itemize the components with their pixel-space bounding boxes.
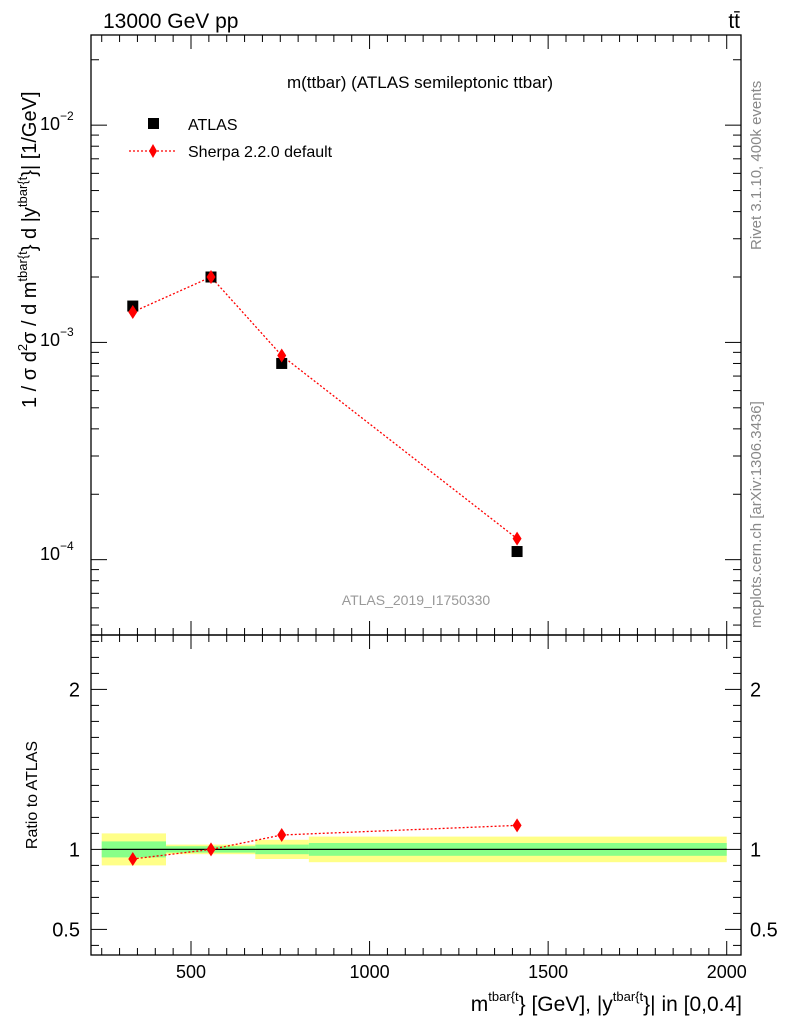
x-tick-label: 1500 [528, 962, 568, 982]
ratio-point [512, 818, 522, 833]
y-tick-label-exp: −3 [60, 325, 74, 339]
x-tick-label: 500 [176, 962, 206, 982]
data-point [511, 546, 523, 558]
ratio-y-tick-label: 1 [69, 839, 80, 861]
header-left-label: 13000 GeV pp [103, 10, 238, 33]
ratio-line [132, 824, 518, 860]
x-label-part: } [GeV], |y [519, 993, 614, 1016]
data-point [276, 357, 288, 369]
x-label-sup: tbar{t [613, 989, 644, 1004]
mc-point [512, 531, 522, 546]
x-label-part: m [471, 993, 489, 1016]
legend: ATLAS Sherpa 2.2.0 default [129, 117, 333, 161]
ratio-bands [101, 833, 727, 866]
y-axis-label: 1 / σ d2σ / d mtbar{t} d |ytbar{t}| [1/G… [15, 91, 41, 408]
rivet-label: Rivet 3.1.10, 400k events [748, 81, 765, 250]
x-tick-label: 2000 [707, 962, 747, 982]
header-right-label: tt̄ [728, 10, 740, 33]
y-label-part: 1 / σ d [19, 351, 41, 408]
y-tick-label-1e-2: 10 −2 [40, 109, 74, 134]
ratio-y-tick-label-right: 1 [750, 839, 761, 861]
x-label-sup: tbar{t [488, 989, 519, 1004]
y-tick-label-1e-3: 10 −3 [40, 325, 74, 350]
mc-point [128, 305, 138, 320]
y-tick-label-exp: −2 [60, 109, 74, 123]
mc-point [206, 270, 216, 285]
mc-line [132, 276, 518, 540]
analysis-watermark: ATLAS_2019_I1750330 [342, 592, 491, 608]
y-label-part: } d |y [19, 207, 41, 251]
ratio-y-tick-label-right: 0.5 [750, 919, 778, 941]
y-tick-label-base: 10 [40, 544, 60, 564]
x-tick-label: 1000 [350, 962, 390, 982]
y-tick-label-base: 10 [40, 330, 60, 350]
y-label-sup: tbar{t [15, 251, 30, 282]
y-tick-label-exp: −4 [60, 539, 74, 553]
legend-marker-atlas [148, 118, 159, 129]
y-label-part: σ / d m [19, 282, 41, 344]
x-label-part: }| in [0,0.4] [643, 993, 742, 1016]
y-label-sup: 2 [15, 344, 30, 351]
ratio-point [206, 842, 216, 857]
ratio-y-axis-label: Ratio to ATLAS [24, 741, 41, 849]
main-panel-marks [127, 270, 523, 558]
y-label-part: }| [1/GeV] [19, 91, 41, 176]
ratio-panel-marks [128, 818, 522, 866]
ratio-point [277, 828, 287, 842]
y-tick-label-1e-4: 10 −4 [40, 539, 74, 564]
ratio-y-tick-label: 0.5 [52, 919, 80, 941]
ratio-y-tick-label: 2 [69, 679, 80, 701]
legend-marker-sherpa [149, 144, 157, 158]
mc-point [277, 348, 287, 363]
y-label-sup: tbar{t [15, 176, 30, 207]
main-panel-ticks [91, 35, 741, 635]
ratio-panel-frame [90, 634, 742, 956]
y-tick-label-base: 10 [40, 114, 60, 134]
mcplots-label: mcplots.cern.ch [arXiv:1306.3436] [748, 401, 765, 628]
ratio-point [128, 852, 138, 866]
legend-label-atlas: ATLAS [188, 117, 238, 134]
legend-label-sherpa: Sherpa 2.2.0 default [188, 144, 333, 161]
ratio-y-tick-label-right: 2 [750, 679, 761, 701]
x-axis-label: mtbar{t} [GeV], |ytbar{t}| in [0,0.4] [471, 989, 742, 1016]
chart-title: m(ttbar) (ATLAS semileptonic ttbar) [287, 73, 553, 92]
ratio-panel-ticks: 0.5 0.5 1 1 2 2 500 1000 1500 2000 [52, 635, 778, 982]
